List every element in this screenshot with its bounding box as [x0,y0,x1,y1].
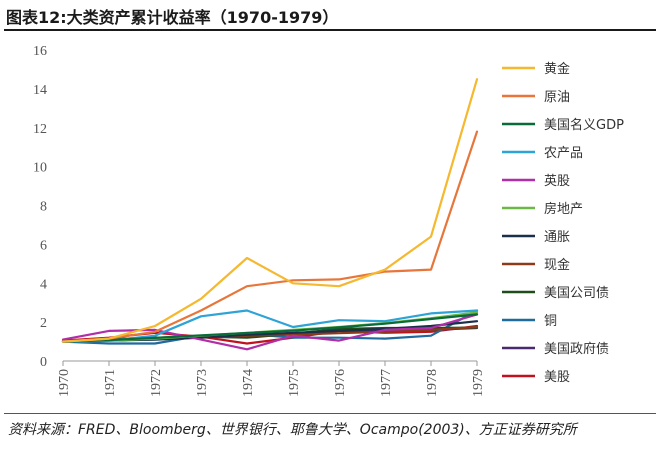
x-tick-label: 1978 [425,369,440,397]
x-tick-label: 1973 [195,369,210,397]
title-underline [4,29,656,31]
y-tick-label: 2 [40,316,47,331]
x-tick-label: 1975 [287,369,302,397]
x-tick-label: 1971 [103,369,118,397]
series-line [61,130,479,343]
source-divider [4,413,656,414]
legend-label: 铜 [544,314,557,329]
x-axis: 1970 1971 1972 1973 1974 1975 1976 1977 1978 1979 [57,360,486,397]
legend-label: 房地产 [544,201,583,217]
legend-label: 黄金 [544,61,570,77]
y-tick-label: 6 [40,238,47,253]
x-tick-label: 1977 [379,369,394,397]
y-tick-label: 0 [40,355,47,370]
legend-label: 美股 [544,370,570,385]
legend-label: 通胀 [544,230,570,245]
series-line [61,78,479,343]
x-tick-label: 1974 [241,369,256,397]
series-line [61,313,479,351]
y-tick-label: 10 [33,161,47,176]
y-tick-label: 12 [33,122,47,137]
y-tick-label: 4 [40,277,47,292]
y-tick-label: 14 [33,83,47,98]
legend-label: 原油 [544,90,570,105]
legend-label: 现金 [544,257,570,273]
legend-label: 英股 [544,174,570,189]
series-layer [61,78,479,351]
legend-label: 美国政府债 [544,342,609,357]
legend-label: 美国公司债 [544,286,609,301]
x-tick-label: 1972 [149,369,164,397]
legend-label: 美国名义GDP [544,117,624,133]
source-note: 资料来源：FRED、Bloomberg、世界银行、耶鲁大学、Ocampo(200… [8,422,577,438]
chart-title: 图表12:大类资产累计收益率（1970-1979） [6,8,339,27]
series-line [61,313,479,343]
x-tick-label: 1979 [471,369,486,397]
y-axis: 0 2 4 6 8 10 12 14 16 [33,44,47,370]
y-tick-label: 8 [40,200,47,215]
y-tick-label: 16 [33,44,47,59]
x-tick-label: 1976 [333,369,348,397]
x-tick-label: 1970 [57,369,72,397]
legend-label: 农产品 [544,146,583,161]
